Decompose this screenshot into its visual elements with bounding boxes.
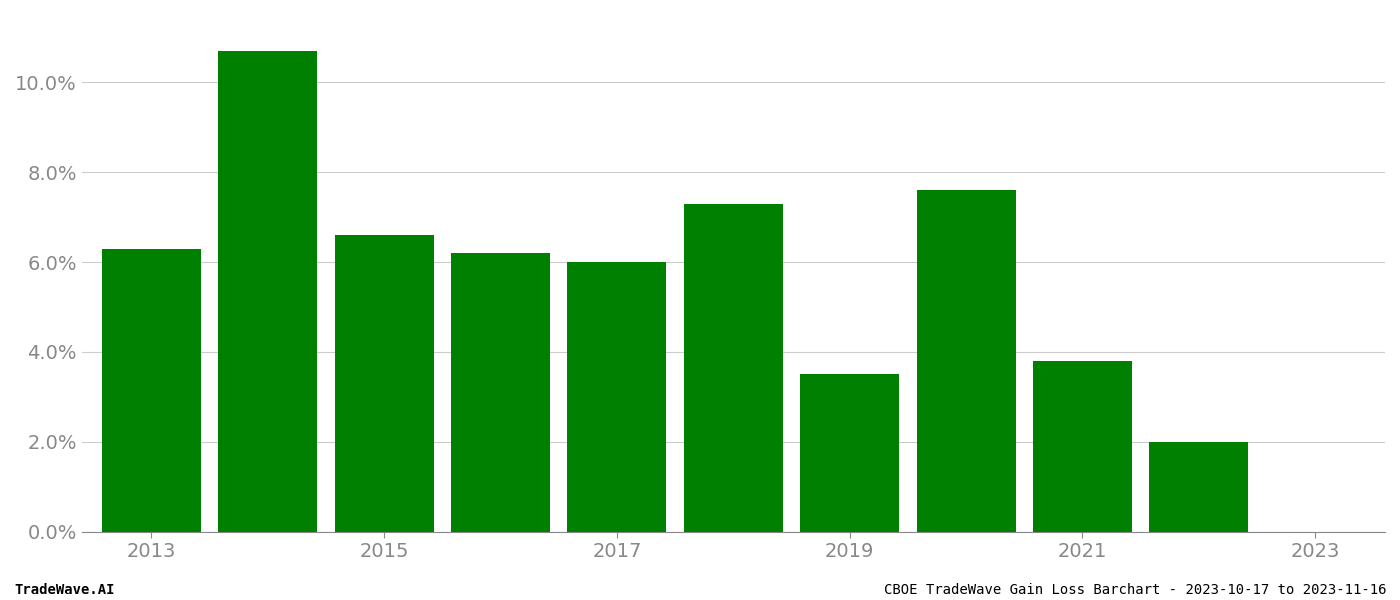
Bar xyxy=(683,203,783,532)
Bar xyxy=(102,248,200,532)
Bar xyxy=(801,374,899,532)
Bar xyxy=(917,190,1015,532)
Bar xyxy=(567,262,666,532)
Bar xyxy=(451,253,550,532)
Bar xyxy=(335,235,434,532)
Text: CBOE TradeWave Gain Loss Barchart - 2023-10-17 to 2023-11-16: CBOE TradeWave Gain Loss Barchart - 2023… xyxy=(883,583,1386,597)
Text: TradeWave.AI: TradeWave.AI xyxy=(14,583,115,597)
Bar xyxy=(218,51,318,532)
Bar xyxy=(1033,361,1131,532)
Bar xyxy=(1149,442,1249,532)
